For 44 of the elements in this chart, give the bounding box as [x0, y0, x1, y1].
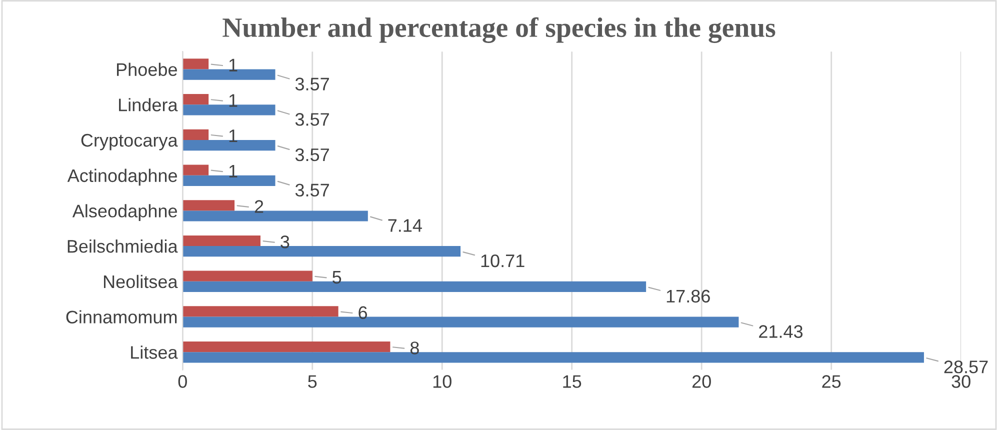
bar	[182, 200, 235, 211]
bar	[182, 94, 209, 105]
x-tick-label: 25	[822, 375, 841, 388]
data-label: 3.57	[295, 148, 329, 162]
bar	[182, 164, 209, 176]
data-label: 1	[229, 130, 238, 142]
data-label: 3.57	[295, 78, 329, 90]
x-tick-label: 5	[308, 375, 317, 388]
data-label: 7.14	[388, 219, 422, 232]
data-label: 3.57	[295, 184, 329, 197]
data-label: 28.57	[944, 360, 988, 374]
x-tick-label: 30	[952, 375, 970, 388]
y-tick-label: Beilschmiedia	[68, 240, 178, 253]
data-label: 3.57	[295, 113, 329, 126]
y-tick-label: Actinodaphne	[67, 168, 177, 186]
y-tick-label: Neolitsea	[104, 274, 178, 288]
data-label: 1	[229, 94, 238, 107]
y-tick-label: Lindera	[119, 98, 178, 112]
y-tick-label: Phoebe	[117, 62, 177, 76]
data-label: 5	[332, 271, 342, 284]
x-tick-label: 10	[433, 375, 452, 388]
chart-title: Number and percentage of species in the genus	[222, 17, 776, 43]
data-label: 1	[229, 164, 238, 178]
data-label: 21.43	[759, 325, 803, 338]
y-tick-label: Litsea	[131, 346, 178, 359]
y-tick-label: Cinnamomum	[66, 310, 177, 324]
bar	[182, 235, 260, 246]
x-tick-label: 20	[692, 375, 711, 388]
x-tick-label: 15	[563, 375, 582, 388]
data-label: 6	[358, 306, 368, 320]
bar	[182, 342, 390, 352]
y-tick-label: Alseodaphne	[72, 204, 177, 221]
bar	[182, 270, 312, 282]
bar	[182, 58, 209, 70]
bar	[182, 306, 338, 317]
x-tick-label: 0	[178, 375, 187, 388]
data-label: 2	[254, 200, 264, 213]
data-label: 17.86	[666, 290, 710, 303]
y-tick-label: Cryptocarya	[81, 134, 178, 150]
data-label: 1	[229, 58, 238, 72]
bar	[182, 129, 209, 140]
data-label: 3	[280, 236, 290, 248]
data-label: 10.71	[481, 254, 524, 268]
data-label: 8	[410, 342, 419, 354]
